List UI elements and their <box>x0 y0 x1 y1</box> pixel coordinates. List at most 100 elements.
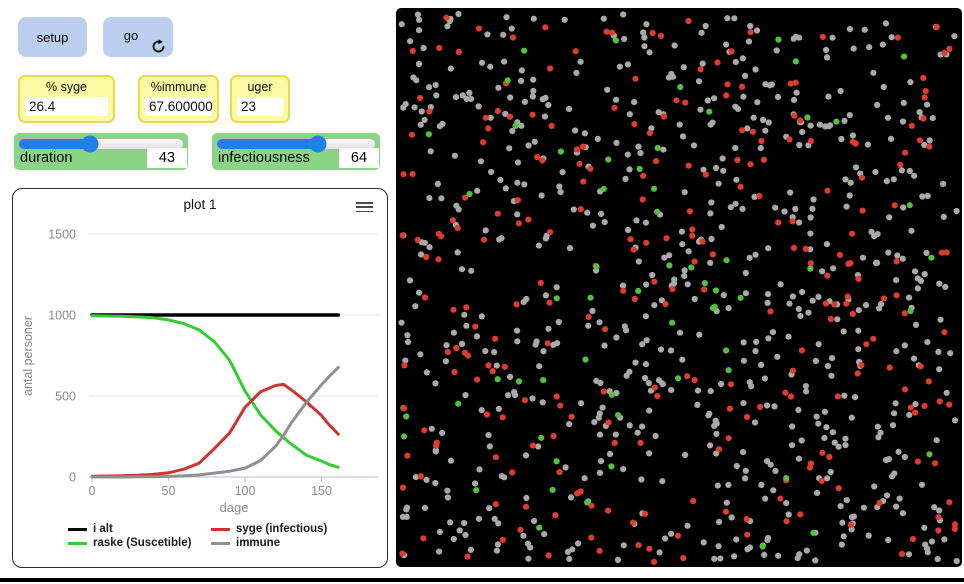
agent-dot-immune <box>891 410 898 417</box>
agent-dot-raske <box>654 208 661 215</box>
agent-dot-immune <box>931 504 938 511</box>
agent-dot-syge <box>787 80 794 87</box>
agent-dot-immune <box>415 289 423 296</box>
agent-dot-syge <box>620 287 627 294</box>
agent-dot-immune <box>828 372 835 379</box>
slider-duration[interactable]: duration 43 <box>14 133 188 170</box>
agent-dot-raske <box>775 36 782 43</box>
agent-dot-syge <box>483 411 490 418</box>
agent-dot-raske <box>455 400 462 407</box>
agent-dot-immune <box>752 251 759 258</box>
agent-dot-syge <box>573 146 581 153</box>
agent-dot-immune <box>846 26 853 33</box>
agent-dot-immune <box>619 282 627 289</box>
agent-dot-syge <box>489 368 496 375</box>
agent-dot-immune <box>567 494 575 501</box>
agent-dot-immune <box>475 515 483 522</box>
agent-dot-syge <box>870 335 877 342</box>
agent-dot-syge <box>691 258 698 265</box>
agent-dot-raske <box>807 265 814 272</box>
agent-dot-immune <box>485 432 492 439</box>
agent-dot-immune <box>556 183 563 190</box>
agent-dot-immune <box>889 422 897 429</box>
agent-dot-immune <box>840 533 847 540</box>
agent-dot-raske <box>605 156 612 163</box>
agent-dot-immune <box>539 399 546 406</box>
agent-dot-immune <box>757 145 764 152</box>
plot-menu-hamburger-icon[interactable] <box>356 202 373 215</box>
agent-dot-immune <box>933 437 940 444</box>
agent-dot-raske <box>723 347 730 354</box>
agent-dot-syge <box>547 229 554 236</box>
slider-handle[interactable] <box>81 135 99 153</box>
agent-dot-immune <box>702 22 709 30</box>
agent-dot-immune <box>668 530 675 537</box>
agent-dot-immune <box>514 338 521 345</box>
monitor-label: % syge <box>46 80 87 94</box>
agent-dot-syge <box>854 370 861 377</box>
slider-infectiousness[interactable]: infectiousness 64 <box>212 133 380 170</box>
agent-dot-syge <box>782 389 789 396</box>
agent-dot-immune <box>596 469 604 476</box>
slider-track[interactable] <box>18 135 184 153</box>
agent-dot-immune <box>625 226 632 234</box>
series-line <box>90 314 340 469</box>
agent-dot-immune <box>919 193 926 200</box>
agent-dot-immune <box>462 392 469 399</box>
agent-dot-syge <box>492 454 499 461</box>
agent-dot-immune <box>877 301 885 308</box>
agent-dot-immune <box>864 141 871 148</box>
agent-dot-immune <box>892 400 899 407</box>
agent-dot-immune <box>523 295 530 303</box>
agent-dot-immune <box>742 475 749 482</box>
agent-dot-immune <box>613 334 620 341</box>
agent-dot-syge <box>602 326 609 333</box>
agent-dot-immune <box>661 254 668 261</box>
agent-dot-syge <box>421 294 429 301</box>
agent-dot-immune <box>466 89 473 96</box>
slider-track[interactable] <box>216 135 376 153</box>
agent-dot-immune <box>518 67 525 74</box>
agent-dot-immune <box>928 538 936 545</box>
agent-dot-immune <box>461 311 468 318</box>
agent-dot-syge <box>807 138 814 145</box>
agent-dot-immune <box>895 448 902 455</box>
slider-handle[interactable] <box>309 135 327 153</box>
agent-dot-immune <box>797 312 804 320</box>
agent-dot-immune <box>807 246 814 253</box>
world-view[interactable] <box>396 8 962 567</box>
agent-dot-immune <box>691 295 698 303</box>
agent-dot-immune <box>638 476 645 483</box>
agent-dot-immune <box>690 142 698 149</box>
agent-dot-immune <box>795 305 802 313</box>
agent-dot-syge <box>834 393 841 400</box>
agent-dot-immune <box>584 209 591 216</box>
legend-item: raske (Suscetible) <box>68 536 211 550</box>
agent-dot-syge <box>858 362 865 369</box>
agent-dot-syge <box>880 295 887 302</box>
agent-dot-immune <box>799 128 806 136</box>
agent-dot-immune <box>509 127 516 135</box>
agent-dot-immune <box>421 116 428 123</box>
agent-dot-immune <box>761 551 768 559</box>
agent-dot-syge <box>494 107 501 115</box>
agent-dot-syge <box>585 313 592 320</box>
series-line <box>90 366 340 479</box>
slider-value-box[interactable]: 64 <box>339 148 379 168</box>
slider-value-box[interactable]: 43 <box>147 148 187 168</box>
agent-dot-raske <box>666 262 673 269</box>
agent-dot-immune <box>497 176 504 183</box>
agent-dot-immune <box>711 555 718 562</box>
agent-dot-syge <box>646 129 653 137</box>
agent-dot-syge <box>652 158 660 165</box>
agent-dot-immune <box>421 239 428 246</box>
agent-dot-raske <box>512 122 519 129</box>
agent-dot-immune <box>493 547 500 554</box>
agent-dot-immune <box>542 292 549 299</box>
agent-dot-immune <box>921 271 928 278</box>
agent-dot-syge <box>951 525 958 533</box>
agent-dot-raske <box>466 190 473 198</box>
go-button[interactable]: go <box>103 17 173 57</box>
agent-dot-immune <box>846 192 853 199</box>
setup-button[interactable]: setup <box>18 17 87 57</box>
